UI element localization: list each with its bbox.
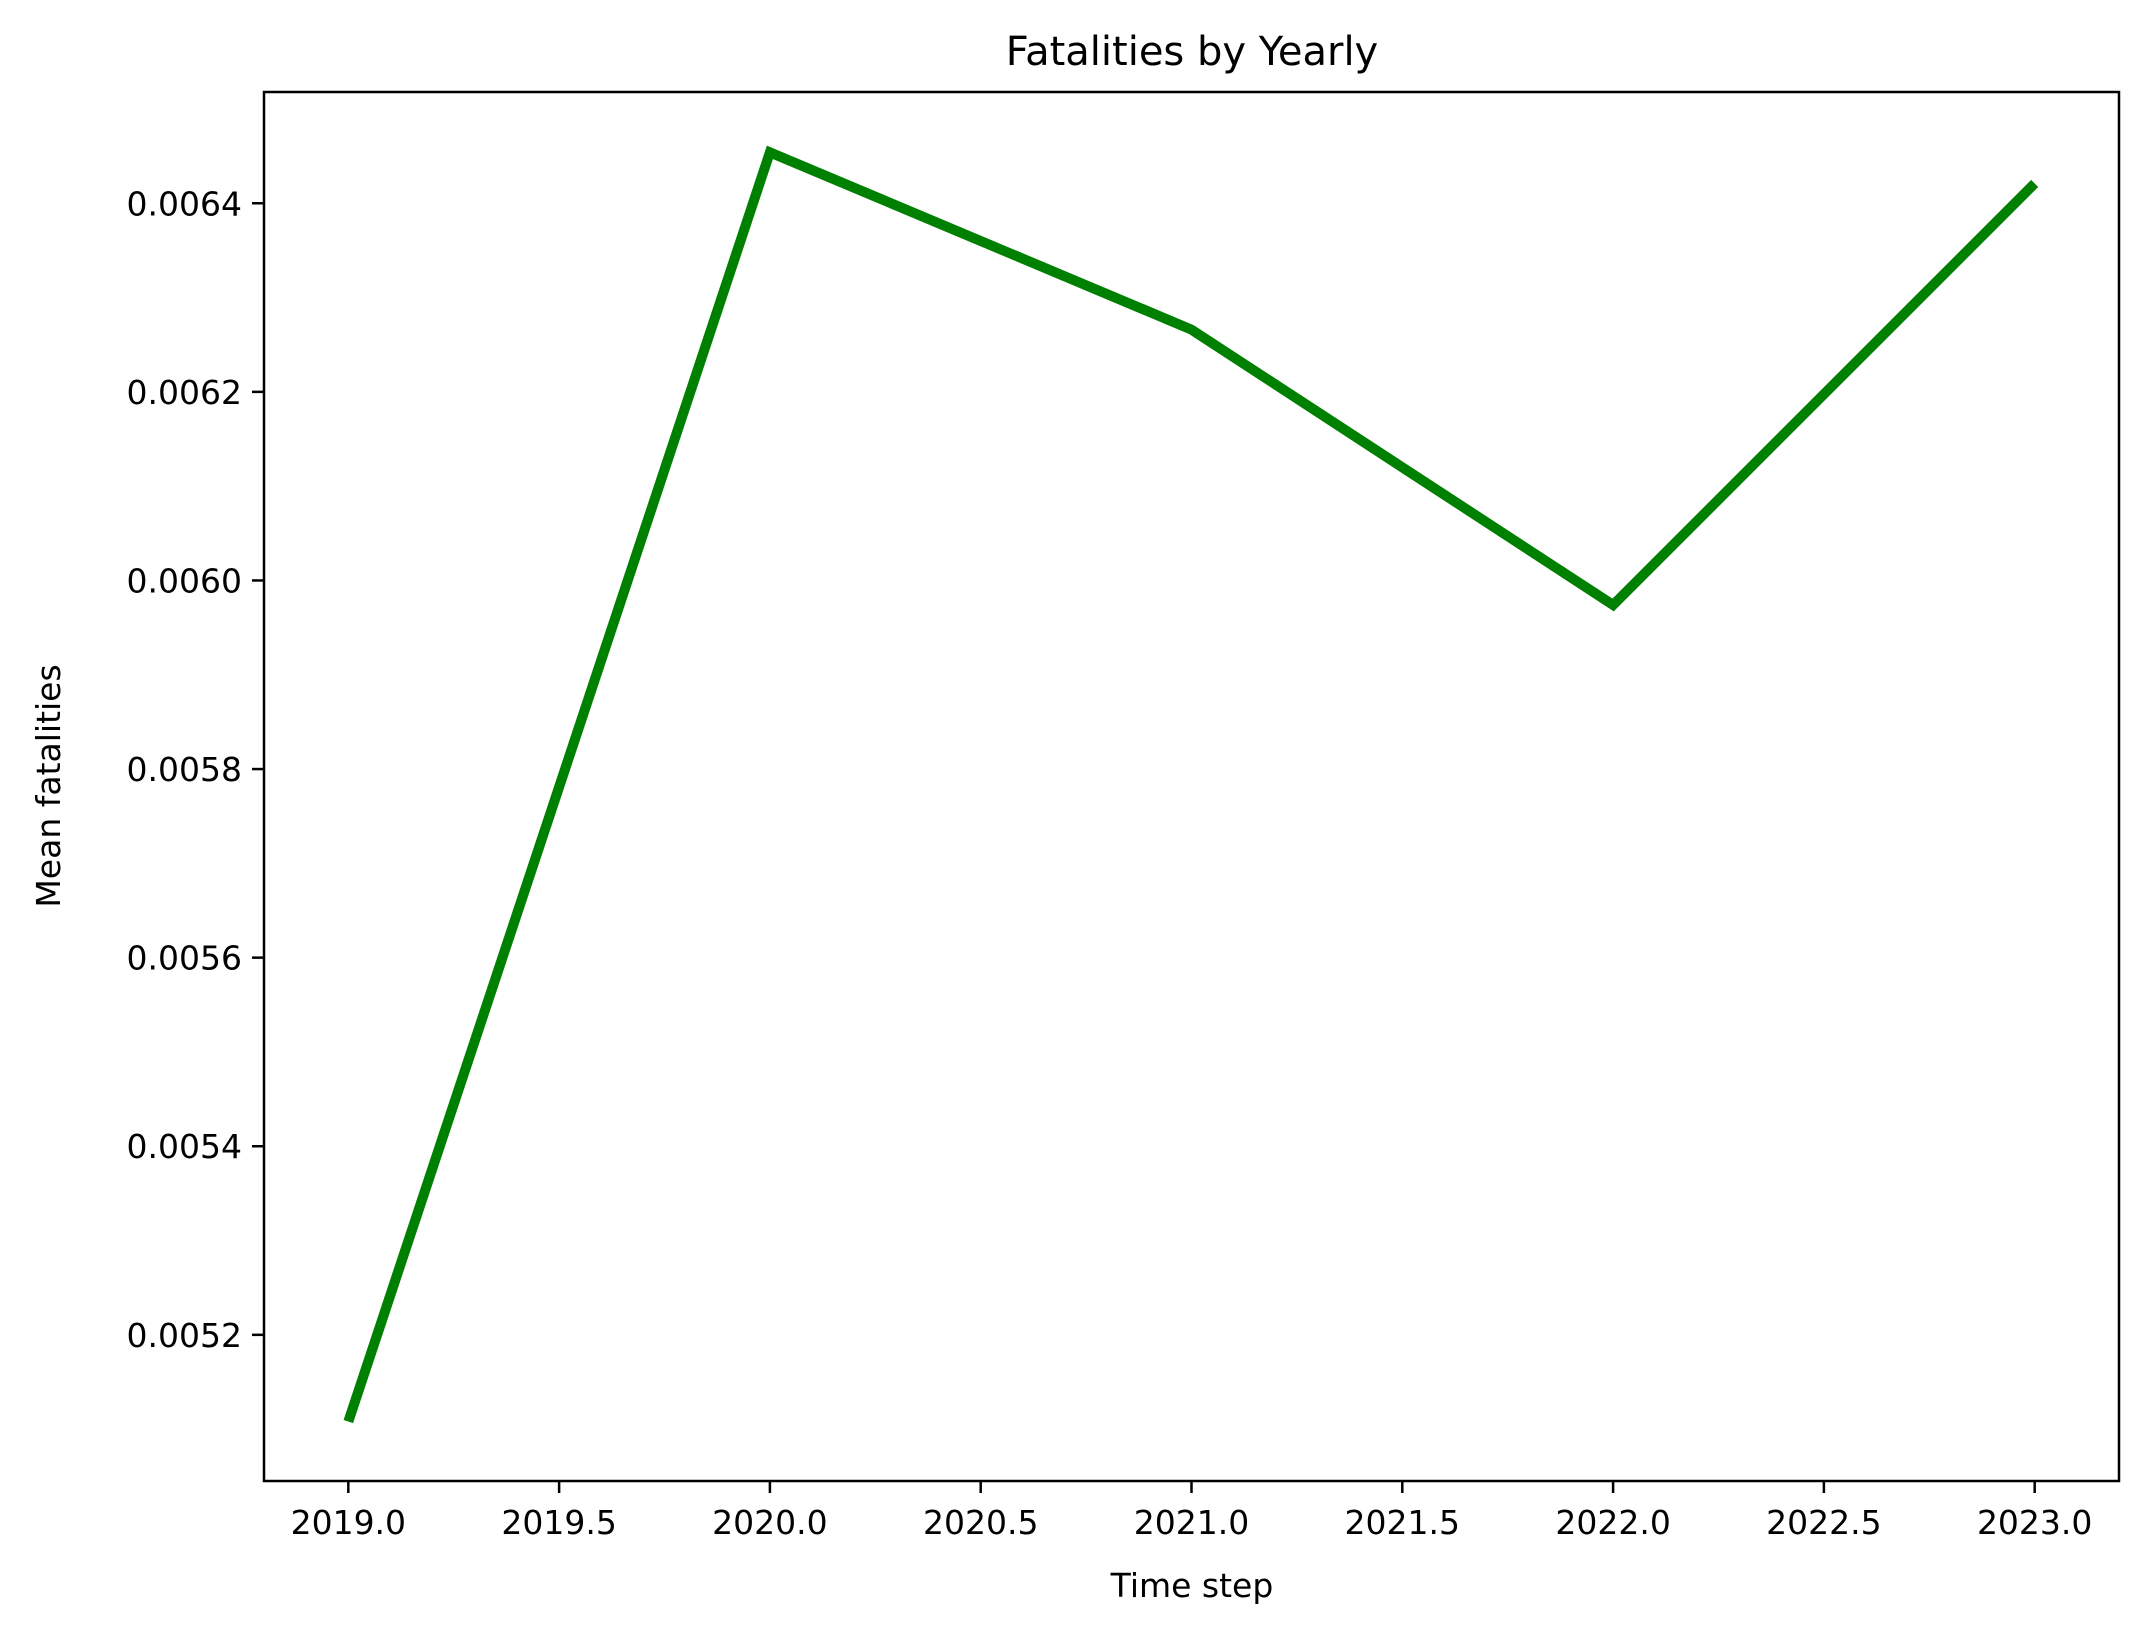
y-axis-ticks: 0.0052 0.0054 0.0056 0.0058 0.0060 0.0062 0.00… (127, 184, 264, 1355)
x-tick-label: 2023.0 (1977, 1503, 2092, 1542)
y-tick-label: 0.0064 (127, 184, 242, 223)
y-tick-label: 0.0052 (127, 1316, 242, 1355)
y-tick-label: 0.0060 (127, 561, 242, 600)
x-tick-label: 2022.0 (1555, 1503, 1670, 1542)
x-tick-label: 2019.0 (291, 1503, 406, 1542)
y-axis-label: Mean fatalities (29, 664, 68, 907)
x-tick-label: 2021.0 (1134, 1503, 1249, 1542)
x-axis-ticks: 2019.0 2019.5 2020.0 2020.5 2021.0 2021.5 2022… (291, 1481, 2092, 1542)
x-tick-label: 2020.5 (923, 1503, 1038, 1542)
y-tick-label: 0.0062 (127, 373, 242, 412)
y-tick-label: 0.0056 (127, 939, 242, 978)
y-tick-label: 0.0054 (127, 1127, 242, 1166)
plot-frame (262, 90, 2121, 1483)
x-tick-label: 2022.5 (1766, 1503, 1881, 1542)
series-line (343, 145, 2039, 1424)
x-axis-label: Time step (1110, 1566, 1274, 1605)
y-tick-label: 0.0058 (127, 750, 242, 789)
x-tick-label: 2020.0 (712, 1503, 827, 1542)
x-tick-label: 2021.5 (1345, 1503, 1460, 1542)
chart-title: Fatalities by Yearly (1006, 29, 1378, 75)
x-tick-label: 2019.5 (501, 1503, 616, 1542)
